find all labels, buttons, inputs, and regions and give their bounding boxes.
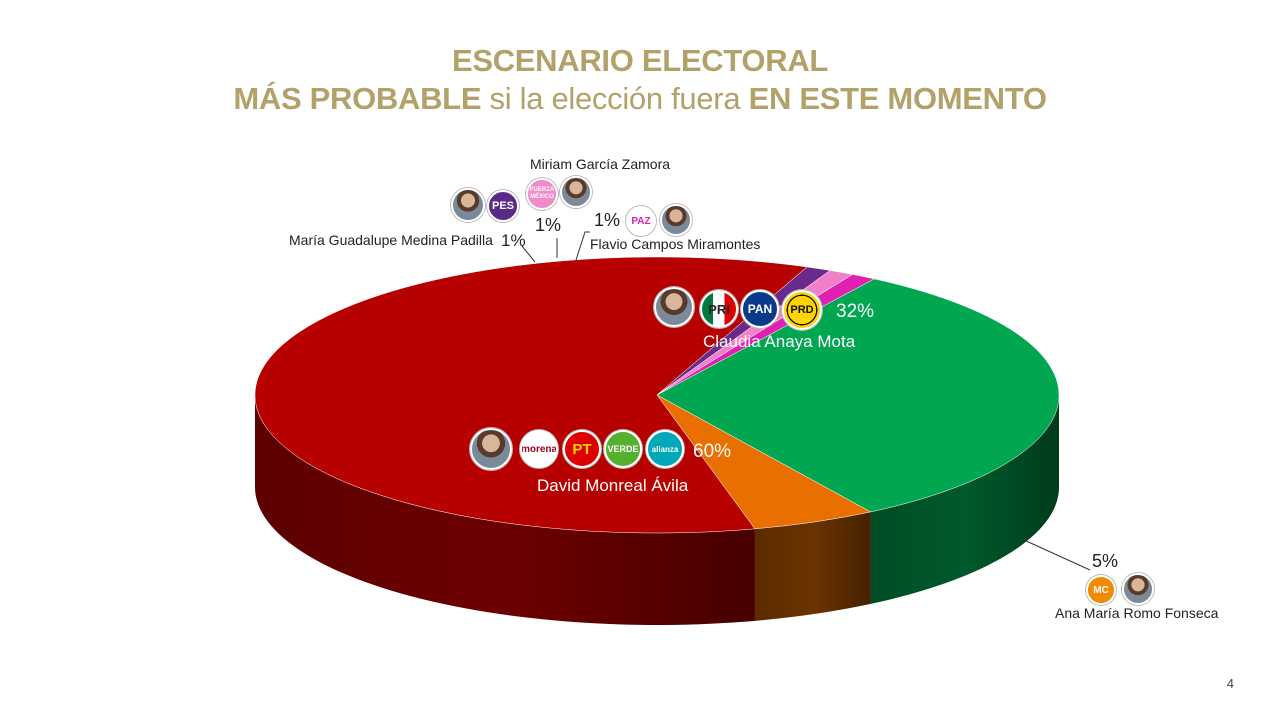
pie-slice-anaya [656, 278, 1060, 513]
pri-logo-icon: PRI [700, 290, 738, 328]
slice-value-romo: 5% [1092, 551, 1119, 571]
candidate-photo-anaya [654, 287, 694, 327]
page-number: 4 [1226, 676, 1234, 691]
slice-label-campos: Flavio Campos Miramontes [590, 236, 761, 252]
verde-logo-icon: VERDE [604, 430, 642, 468]
morena-logo-icon: morena [520, 430, 558, 468]
title-line-1: ESCENARIO ELECTORAL [451, 43, 829, 78]
candidate-photo-monreal [470, 428, 512, 470]
pie-side-shade-romo [754, 511, 871, 621]
slice-label-romo: Ana María Romo Fonseca [1055, 605, 1219, 621]
pie-side-shade-anaya [870, 395, 1059, 604]
slice-label-monreal: David Monreal Ávila [537, 476, 689, 495]
slice-value-monreal: 60% [693, 441, 732, 462]
pan-logo-icon: PAN [741, 290, 779, 328]
alianza-logo-icon: alianza [646, 430, 684, 468]
slice-value-medina: 1% [501, 231, 526, 250]
paz-logo-icon: PAZ [626, 206, 656, 236]
slice-value-garcia: 1% [535, 215, 562, 235]
slice-value-campos: 1% [594, 210, 621, 230]
candidate-photo-medina [451, 188, 485, 222]
leader-line-medina [521, 245, 536, 263]
slice-label-anaya: Claudia Anaya Mota [703, 332, 856, 351]
chart-title: ESCENARIO ELECTORAL MÁS PROBABLE si la e… [0, 42, 1280, 118]
leader-line-romo [1023, 539, 1091, 571]
slice-label-garcia: Miriam García Zamora [530, 156, 671, 172]
pt-logo-icon: PT [563, 430, 601, 468]
prd-logo-icon: PRD [782, 290, 822, 330]
candidate-photo-campos [660, 204, 692, 236]
slice-value-anaya: 32% [836, 301, 875, 322]
title-line-2: MÁS PROBABLE si la elección fuera EN EST… [233, 81, 1047, 116]
candidate-photo-romo [1122, 573, 1154, 605]
mc-logo-icon: MC [1086, 575, 1116, 605]
pes-logo-icon: PES [487, 190, 519, 222]
slice-label-medina: María Guadalupe Medina Padilla [289, 232, 493, 248]
leader-line-campos [575, 231, 590, 261]
candidate-photo-garcia [560, 176, 592, 208]
fuerza-mexico-logo-icon: FUERZA MÉXICO [526, 178, 558, 210]
pie-side-shade-monreal [255, 395, 755, 625]
